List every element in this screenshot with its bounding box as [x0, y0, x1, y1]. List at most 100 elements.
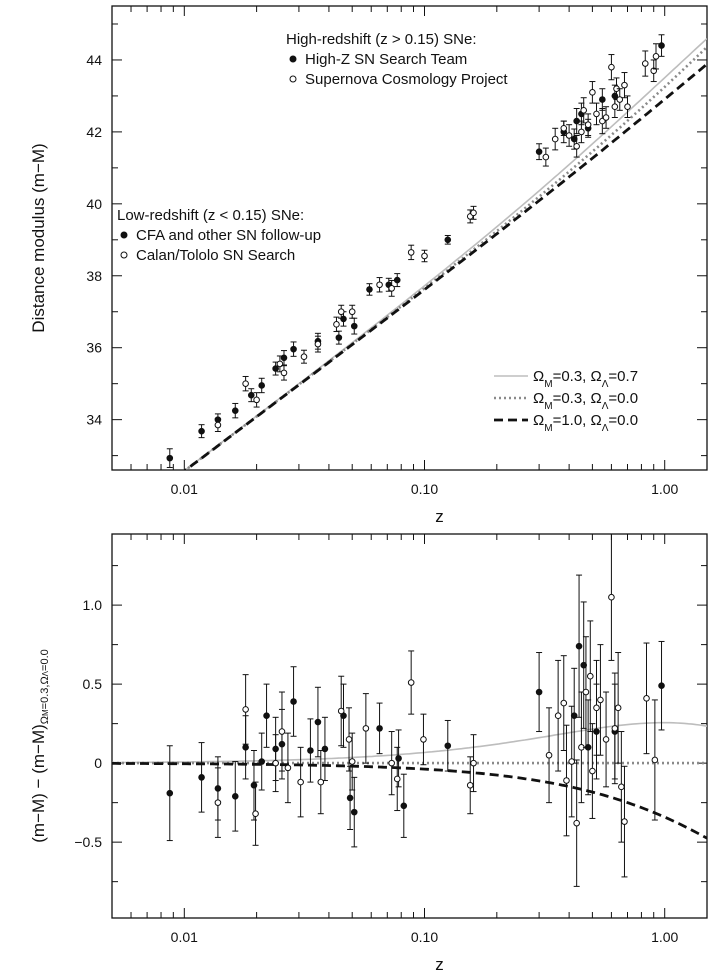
data-point	[231, 793, 239, 800]
x-tick-label: 1.00	[651, 929, 678, 945]
data-point	[317, 778, 325, 786]
x-tick-label: 0.10	[411, 481, 438, 497]
y-tick-label: 40	[86, 196, 102, 212]
model-curve-om03-ol07	[112, 721, 707, 764]
data-point	[618, 783, 625, 791]
data-point	[214, 799, 222, 806]
data-point	[593, 110, 600, 118]
data-point	[272, 365, 279, 372]
data-point	[621, 818, 628, 825]
model-curve-om10-ol00	[112, 762, 707, 840]
y-tick-label: 0	[94, 755, 102, 771]
y-tick-label: 1.0	[83, 597, 103, 613]
data-point	[573, 142, 580, 150]
y-tick-label: 36	[86, 340, 102, 356]
data-point	[599, 96, 606, 103]
data-point	[314, 718, 322, 726]
y-tick-label: 44	[86, 52, 102, 68]
legend-marker	[289, 75, 297, 83]
data-point	[542, 153, 550, 161]
data-point	[545, 751, 553, 759]
series-open	[542, 43, 660, 167]
data-point	[470, 759, 477, 767]
data-points	[166, 533, 665, 887]
legend-group-title: High-redshift (z > 0.15) SNe:	[286, 31, 477, 48]
data-point	[444, 236, 452, 244]
model-legend: ΩM=0.3, ΩΛ=0.7ΩM=0.3, ΩΛ=0.0ΩM=1.0, ΩΛ=0…	[494, 368, 638, 434]
data-point	[551, 135, 559, 143]
data-point	[247, 391, 255, 399]
hubble-diagram-panel: 0.01 0.10 1.00 z 34 36 38 40 42 44 Distance modulu…	[29, 5, 708, 526]
x-tick-label: 0.01	[171, 929, 198, 945]
data-point	[420, 736, 427, 743]
data-point	[652, 53, 660, 60]
data-point	[393, 775, 401, 783]
data-point	[348, 308, 356, 316]
x-tick-label: 0.01	[171, 481, 198, 497]
model-curve-om03-ol00	[183, 46, 707, 470]
data-point	[376, 725, 383, 732]
data-point	[272, 759, 279, 767]
y-tick-label: 42	[86, 124, 102, 140]
data-point	[658, 682, 665, 690]
data-point	[340, 315, 347, 323]
data-point	[333, 321, 340, 328]
series-open	[214, 533, 659, 887]
data-point	[337, 707, 345, 715]
data-point	[214, 421, 222, 429]
data-point	[614, 704, 622, 712]
data-point	[643, 695, 650, 702]
data-point	[658, 42, 665, 49]
series-filled	[166, 234, 452, 468]
sample-legend: High-redshift (z > 0.15) SNe: High-Z SN S…	[117, 31, 508, 264]
data-point	[611, 103, 619, 111]
data-point	[297, 778, 304, 786]
y-tick-label: 0.5	[83, 676, 103, 692]
legend-marker	[289, 55, 297, 63]
data-point	[560, 124, 568, 132]
data-point	[242, 706, 249, 713]
data-point	[568, 758, 575, 765]
data-point	[624, 103, 631, 111]
data-point	[252, 810, 259, 818]
data-point	[586, 672, 594, 680]
data-point	[258, 382, 266, 389]
data-point	[346, 794, 354, 802]
data-point	[337, 308, 345, 316]
data-point	[366, 286, 373, 293]
data-point	[350, 322, 358, 330]
y-axis: 34 36 38 40 42 44 Distance modulus (m−M)	[29, 23, 707, 457]
data-point	[582, 688, 590, 696]
data-point	[421, 252, 428, 260]
y-tick-label: 38	[86, 268, 102, 284]
data-point	[307, 747, 314, 754]
plot-frame	[111, 5, 708, 471]
data-point	[300, 353, 308, 360]
data-point	[362, 725, 370, 732]
data-point	[335, 334, 343, 341]
data-point	[602, 114, 610, 121]
data-point	[198, 427, 205, 435]
y-axis-label: (m−M) − (m−M)ΩM=0.3,ΩΛ=0.0	[29, 649, 51, 843]
data-point	[388, 759, 395, 767]
data-point	[470, 209, 477, 217]
data-point	[575, 642, 583, 650]
data-point	[348, 758, 356, 765]
y-axis: −0.5 0 0.5 1.0 (m−M) − (m−M)ΩM=0.3,ΩΛ=0.0	[29, 565, 707, 883]
data-point	[580, 661, 587, 669]
data-point	[400, 802, 408, 810]
y-axis-label: Distance modulus (m−M)	[29, 143, 48, 332]
data-point	[589, 767, 596, 775]
data-point	[651, 756, 659, 764]
y-tick-label: 34	[86, 412, 102, 428]
data-point	[621, 81, 628, 89]
data-point	[407, 249, 415, 256]
data-point	[242, 744, 249, 751]
data-point	[466, 781, 474, 789]
data-point	[388, 285, 395, 292]
data-point	[350, 808, 358, 816]
x-tick-label: 1.00	[651, 481, 678, 497]
data-point	[608, 63, 615, 71]
x-axis: 0.01 0.10 1.00 z	[111, 534, 679, 974]
